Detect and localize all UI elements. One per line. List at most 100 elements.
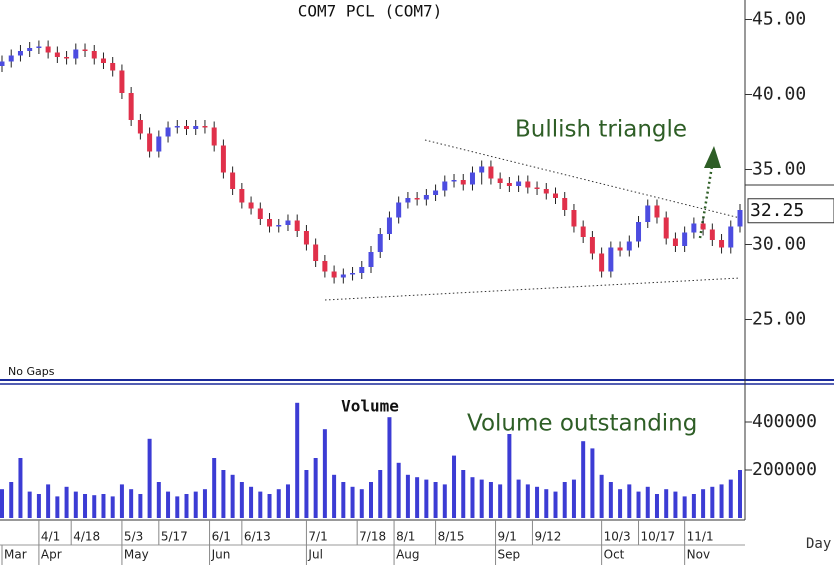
volume-bar xyxy=(341,482,346,518)
candle-body xyxy=(414,198,420,200)
candle-body xyxy=(100,58,106,63)
candle-body xyxy=(691,223,697,233)
volume-title: Volume xyxy=(341,397,399,416)
last-price-label: 32.25 xyxy=(750,200,804,221)
volume-bar xyxy=(249,486,254,518)
candle-body xyxy=(350,273,356,275)
volume-bar xyxy=(359,489,364,518)
volume-bar xyxy=(27,491,32,518)
volume-bar xyxy=(479,479,484,518)
candle-body xyxy=(54,52,60,57)
candle-body xyxy=(17,51,23,56)
volume-bar xyxy=(470,477,475,518)
candle-body xyxy=(479,166,485,173)
candle-body xyxy=(267,219,273,227)
candle-body xyxy=(460,180,466,185)
volume-bar xyxy=(193,491,198,518)
candle-body xyxy=(682,232,688,246)
x-tick-label: 7/1 xyxy=(308,530,327,544)
candle-body xyxy=(248,202,254,209)
volume-bar xyxy=(442,484,447,518)
candle-body xyxy=(617,247,623,251)
y-tick-label: 25.00 xyxy=(752,309,806,330)
volume-bar xyxy=(728,479,733,518)
candle-body xyxy=(294,220,300,231)
candle-body xyxy=(230,172,236,189)
candle-body xyxy=(645,205,651,222)
x-tick-label: 6/13 xyxy=(244,530,271,544)
y-tick-label: 400000 xyxy=(752,411,817,432)
candle-body xyxy=(663,217,669,239)
candle-body xyxy=(608,247,614,272)
candle-body xyxy=(423,195,429,200)
candle-body xyxy=(147,133,153,152)
candle-body xyxy=(119,70,125,93)
month-label: Jun xyxy=(211,548,231,562)
candle-body xyxy=(396,202,402,218)
month-label: Aug xyxy=(396,548,419,562)
volume-bar xyxy=(46,484,51,518)
volume-bar xyxy=(221,470,226,518)
volume-bar xyxy=(571,479,576,518)
volume-bar xyxy=(101,494,106,518)
volume-bar xyxy=(562,482,567,518)
volume-bar xyxy=(396,462,401,518)
x-tick-label: 11/1 xyxy=(687,530,714,544)
volume-bar xyxy=(55,496,60,518)
month-label: Mar xyxy=(4,548,27,562)
volume-bar xyxy=(166,491,171,518)
volume-bar xyxy=(92,495,97,518)
volume-bar xyxy=(405,474,410,518)
volume-bar xyxy=(129,489,134,518)
candle-body xyxy=(728,226,734,248)
candle-body xyxy=(525,181,531,188)
x-tick-label: 9/12 xyxy=(534,530,561,544)
candle-body xyxy=(211,127,217,146)
volume-bar xyxy=(415,477,420,518)
volume-bar xyxy=(599,474,604,518)
volume-bar xyxy=(276,489,281,518)
volume-bar xyxy=(433,482,438,518)
candle-body xyxy=(91,51,97,59)
candle-body xyxy=(626,241,632,251)
volume-bar xyxy=(304,470,309,518)
candle-body xyxy=(469,172,475,185)
volume-bar xyxy=(636,491,641,518)
volume-bar xyxy=(710,486,715,518)
candle-body xyxy=(719,240,725,248)
candle-body xyxy=(27,48,33,51)
volume-bar xyxy=(295,402,300,518)
volume-bar xyxy=(553,491,558,518)
volume-bar xyxy=(156,482,161,518)
candle-body xyxy=(506,183,512,186)
x-tick-label: 4/18 xyxy=(73,530,100,544)
x-tick-label: 7/18 xyxy=(359,530,386,544)
candle-body xyxy=(368,252,374,267)
trendline xyxy=(324,277,741,301)
candle-body xyxy=(516,181,522,186)
candle-body xyxy=(571,210,577,227)
candle-body xyxy=(553,193,558,198)
candle-body xyxy=(589,237,595,254)
candle-body xyxy=(737,210,743,227)
volume-bar xyxy=(535,486,540,518)
y-tick-label: 35.00 xyxy=(752,159,806,180)
candle-body xyxy=(202,126,208,128)
candle-body xyxy=(128,93,134,120)
month-label: May xyxy=(124,548,149,562)
volume-bar xyxy=(239,482,244,518)
candle-body xyxy=(165,127,171,137)
last-price-box xyxy=(747,198,834,224)
candle-body xyxy=(709,229,715,240)
volume-bar xyxy=(645,486,650,518)
candle-body xyxy=(340,274,346,278)
volume-bar xyxy=(258,491,263,518)
candle-body xyxy=(488,166,494,179)
volume-bar xyxy=(461,470,466,518)
volume-bar xyxy=(36,494,41,518)
candle-body xyxy=(386,217,392,234)
volume-bar xyxy=(618,489,623,518)
candle-body xyxy=(45,46,51,53)
candle-body xyxy=(654,205,660,218)
